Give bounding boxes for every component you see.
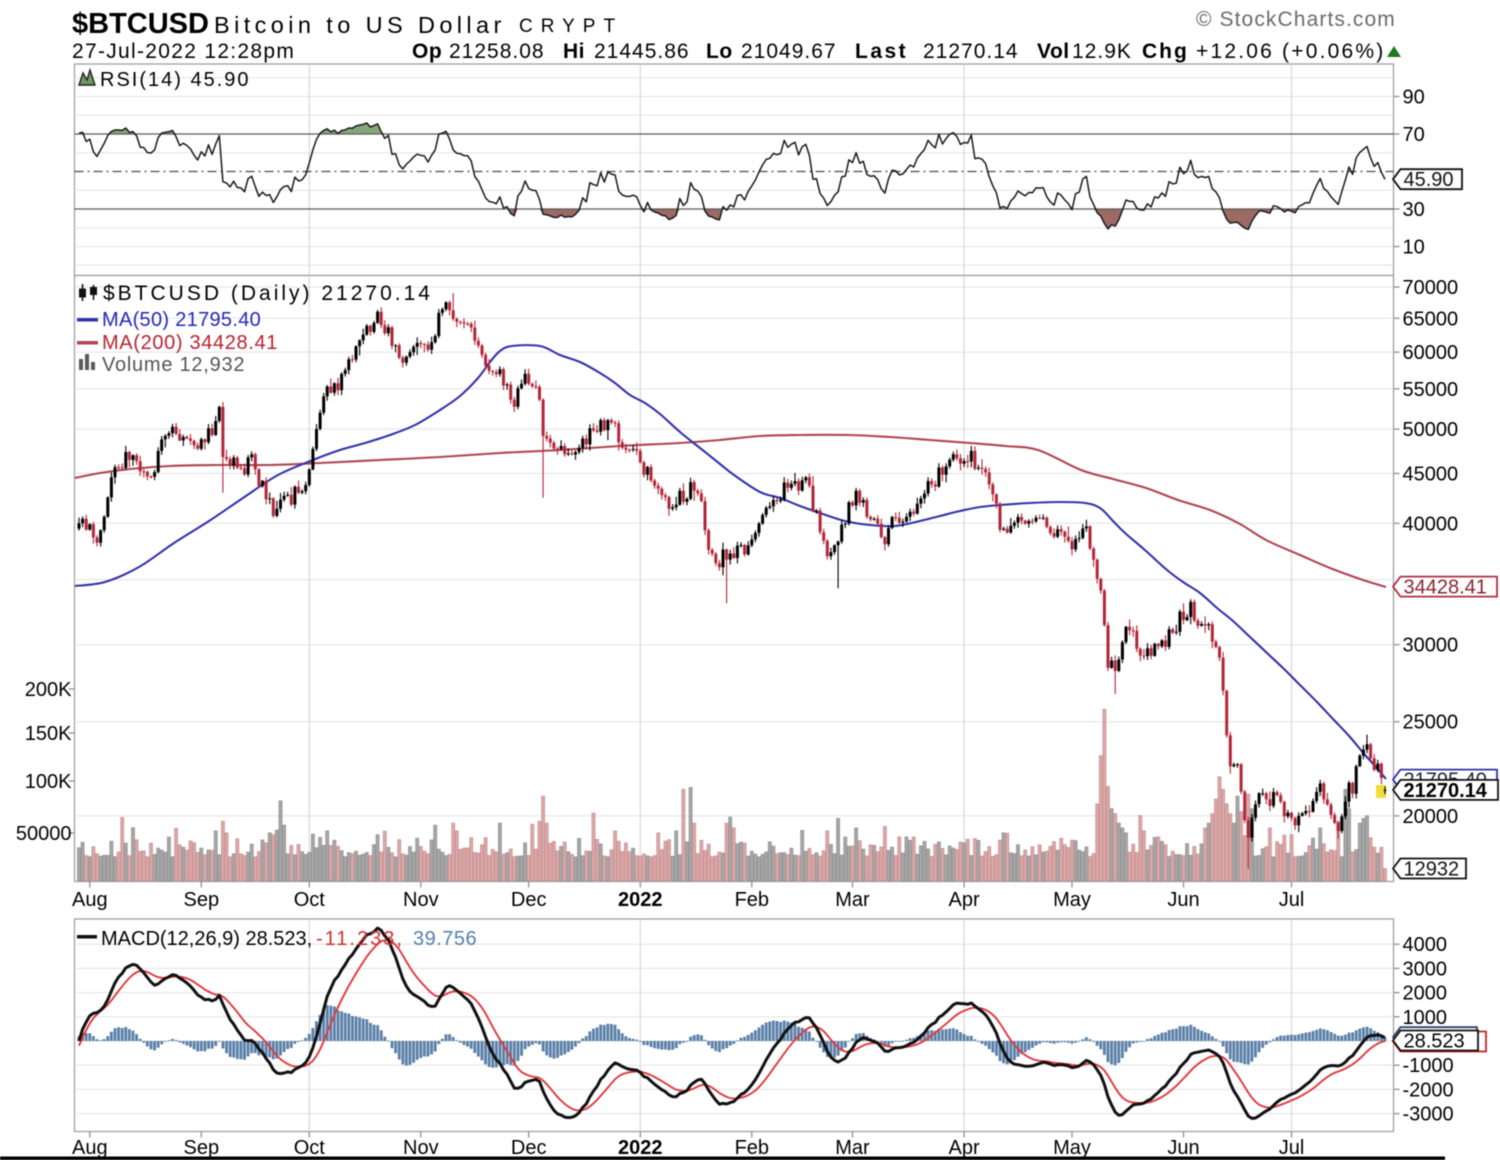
svg-text:39.756: 39.756 (413, 928, 477, 950)
svg-text:Oct: Oct (294, 1137, 326, 1159)
svg-text:+12.06 (+0.06%): +12.06 (+0.06%) (1196, 40, 1385, 63)
svg-text:Sep: Sep (184, 1137, 220, 1159)
svg-text:21049.67: 21049.67 (741, 40, 837, 63)
svg-text:Apr: Apr (949, 889, 980, 911)
svg-text:20000: 20000 (1403, 806, 1459, 828)
svg-text:Feb: Feb (735, 889, 769, 911)
svg-text:2022: 2022 (618, 1137, 663, 1159)
svg-text:150K: 150K (25, 723, 72, 745)
svg-text:200K: 200K (25, 679, 72, 701)
svg-text:RSI(14) 45.90: RSI(14) 45.90 (100, 69, 251, 91)
svg-text:70: 70 (1403, 124, 1425, 146)
svg-text:Hi: Hi (563, 40, 585, 63)
svg-text:© StockCharts.com: © StockCharts.com (1196, 8, 1396, 31)
svg-text:21270.14: 21270.14 (923, 40, 1019, 63)
svg-text:Last: Last (855, 40, 908, 63)
svg-text:50000: 50000 (1403, 419, 1459, 441)
svg-text:21445.86: 21445.86 (594, 40, 690, 63)
svg-text:Oct: Oct (294, 889, 326, 911)
svg-text:$BTCUSD (Daily) 21270.14: $BTCUSD (Daily) 21270.14 (103, 282, 433, 305)
svg-text:60000: 60000 (1403, 342, 1459, 364)
svg-text:-2000: -2000 (1403, 1079, 1454, 1101)
svg-text:2000: 2000 (1403, 983, 1448, 1005)
svg-text:Aug: Aug (72, 889, 108, 911)
svg-text:3000: 3000 (1403, 958, 1448, 980)
svg-text:$BTCUSD: $BTCUSD (72, 8, 209, 40)
svg-text:Lo: Lo (706, 40, 733, 63)
svg-text:Apr: Apr (949, 1137, 980, 1159)
svg-text:30: 30 (1403, 199, 1425, 221)
svg-text:-11.233,: -11.233, (316, 928, 404, 950)
svg-text:Volume 12,932: Volume 12,932 (102, 354, 245, 376)
svg-text:Dec: Dec (511, 889, 547, 911)
svg-text:Jun: Jun (1167, 1137, 1199, 1159)
svg-text:MACD(12,26,9) 28.523,: MACD(12,26,9) 28.523, (101, 928, 312, 950)
svg-text:27-Jul-2022 12:28pm: 27-Jul-2022 12:28pm (72, 40, 295, 63)
svg-text:May: May (1053, 889, 1091, 911)
svg-text:45000: 45000 (1403, 464, 1459, 486)
svg-text:Nov: Nov (403, 889, 439, 911)
svg-text:100K: 100K (25, 771, 72, 793)
svg-text:CRYPT: CRYPT (519, 16, 623, 37)
svg-text:25000: 25000 (1403, 712, 1459, 734)
svg-text:90: 90 (1403, 87, 1425, 109)
svg-text:45.90: 45.90 (1404, 169, 1454, 191)
svg-text:2022: 2022 (618, 889, 663, 911)
svg-text:1000: 1000 (1403, 1007, 1448, 1029)
svg-text:65000: 65000 (1403, 308, 1459, 330)
svg-text:12.9K: 12.9K (1072, 40, 1132, 63)
svg-text:28.523: 28.523 (1404, 1031, 1465, 1053)
svg-text:50000: 50000 (16, 823, 72, 845)
svg-text:Jul: Jul (1279, 1137, 1305, 1159)
svg-text:MA(50) 21795.40: MA(50) 21795.40 (102, 309, 261, 331)
svg-text:Vol: Vol (1037, 40, 1070, 63)
svg-text:-3000: -3000 (1403, 1104, 1454, 1126)
svg-text:21270.14: 21270.14 (1404, 780, 1488, 802)
svg-text:Feb: Feb (735, 1137, 769, 1159)
svg-text:Chg: Chg (1142, 40, 1189, 63)
svg-text:MA(200) 34428.41: MA(200) 34428.41 (102, 332, 278, 354)
svg-text:10: 10 (1403, 237, 1425, 259)
svg-text:Aug: Aug (72, 1137, 108, 1159)
svg-text:Op: Op (412, 40, 442, 63)
svg-text:Dec: Dec (511, 1137, 547, 1159)
svg-text:30000: 30000 (1403, 635, 1459, 657)
svg-text:Jul: Jul (1279, 889, 1305, 911)
svg-text:34428.41: 34428.41 (1404, 577, 1487, 599)
svg-text:Mar: Mar (835, 1137, 870, 1159)
svg-text:-1000: -1000 (1403, 1055, 1454, 1077)
svg-text:Sep: Sep (184, 889, 220, 911)
svg-text:55000: 55000 (1403, 379, 1459, 401)
svg-text:Nov: Nov (403, 1137, 439, 1159)
svg-text:4000: 4000 (1403, 934, 1448, 956)
svg-text:Jun: Jun (1167, 889, 1199, 911)
svg-text:Bitcoin to US Dollar: Bitcoin to US Dollar (214, 12, 506, 38)
svg-text:21258.08: 21258.08 (449, 40, 545, 63)
svg-text:May: May (1053, 1137, 1091, 1159)
svg-text:Mar: Mar (835, 889, 870, 911)
svg-text:70000: 70000 (1403, 277, 1459, 299)
svg-text:12932: 12932 (1404, 859, 1460, 881)
svg-text:40000: 40000 (1403, 513, 1459, 535)
